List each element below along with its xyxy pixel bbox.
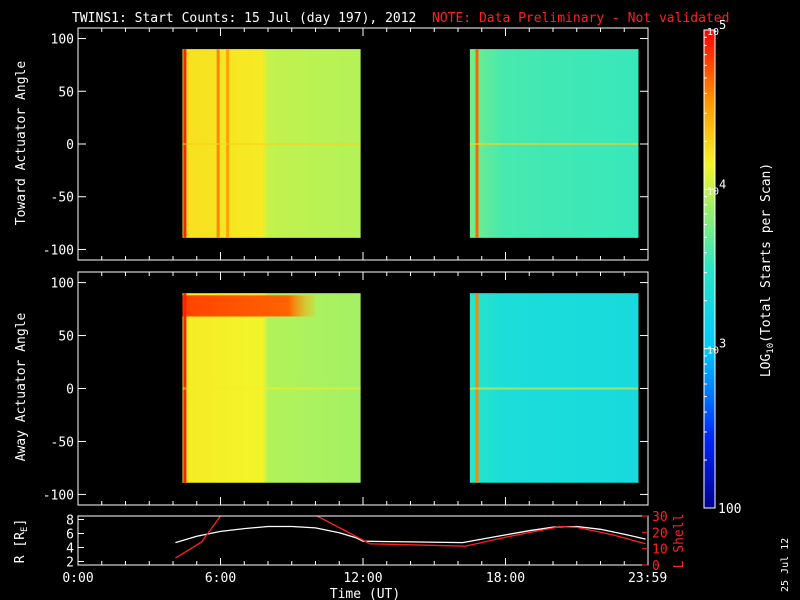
orbit-y2tick-label: 0 <box>652 559 660 574</box>
colorbar-label: LOG10(Total Starts per Scan) <box>759 163 776 377</box>
orbit-ytick-label: 2 <box>66 556 74 571</box>
orbit-ytick-label: 8 <box>66 514 74 529</box>
away-band <box>182 295 316 317</box>
orbit-y2label: L Shell <box>672 514 687 569</box>
colorbar-tick-label: 103 <box>707 337 726 357</box>
time-xlabel: Time (UT) <box>330 587 400 600</box>
time-tick-label: 6:00 <box>205 571 236 586</box>
away-ytick-label: 100 <box>51 277 74 292</box>
orbit-y2tick-label: 30 <box>652 510 668 525</box>
away-ytick-label: -100 <box>43 488 74 503</box>
away-ytick-label: 0 <box>66 383 74 398</box>
away-zero-line <box>182 387 361 390</box>
toward-panel: -100 -50 0 50 100 <box>43 27 649 261</box>
toward-zero-line <box>182 143 361 145</box>
orbit-ylabel: R [RE] <box>13 519 30 564</box>
orbit-y2tick-label: 20 <box>652 526 668 541</box>
toward-ytick-label: -100 <box>43 243 74 258</box>
time-tick-label: 12:00 <box>343 571 382 586</box>
lshell-line <box>175 516 646 559</box>
colorbar: 100 103 104 105 <box>703 18 741 517</box>
away-ytick-label: 50 <box>58 330 74 345</box>
orbit-ytick-label: 6 <box>66 528 74 543</box>
toward-ytick-label: -50 <box>51 191 74 206</box>
toward-ytick-label: 0 <box>66 138 74 153</box>
colorbar-tick-label: 104 <box>707 177 726 197</box>
date-stamp: 25 Jul 12 <box>780 538 791 592</box>
colorbar-tick-label: 100 <box>718 502 741 517</box>
toward-ytick-label: 50 <box>58 85 74 100</box>
toward-ylabel: Toward Actuator Angle <box>14 61 29 226</box>
away-ytick-label: -50 <box>51 435 74 450</box>
time-tick-label: 23:59 <box>628 571 667 586</box>
time-tick-label: 0:00 <box>62 571 93 586</box>
preliminary-note: NOTE: Data Preliminary - Not validated <box>432 11 729 26</box>
away-panel: -100 -50 0 50 100 <box>43 271 649 506</box>
away-zero-line <box>469 387 639 390</box>
time-tick-label: 18:00 <box>486 571 525 586</box>
colorbar-gradient <box>704 30 715 508</box>
toward-ytick-label: 100 <box>51 33 74 48</box>
orbit-ytick-label: 4 <box>66 542 74 557</box>
toward-zero-line <box>469 143 639 145</box>
colorbar-tick-label: 105 <box>707 18 726 38</box>
away-ylabel: Away Actuator Angle <box>14 312 29 461</box>
chart-title: TWINS1: Start Counts: 15 Jul (day 197), … <box>72 11 416 26</box>
orbit-y2tick-label: 10 <box>652 543 668 558</box>
